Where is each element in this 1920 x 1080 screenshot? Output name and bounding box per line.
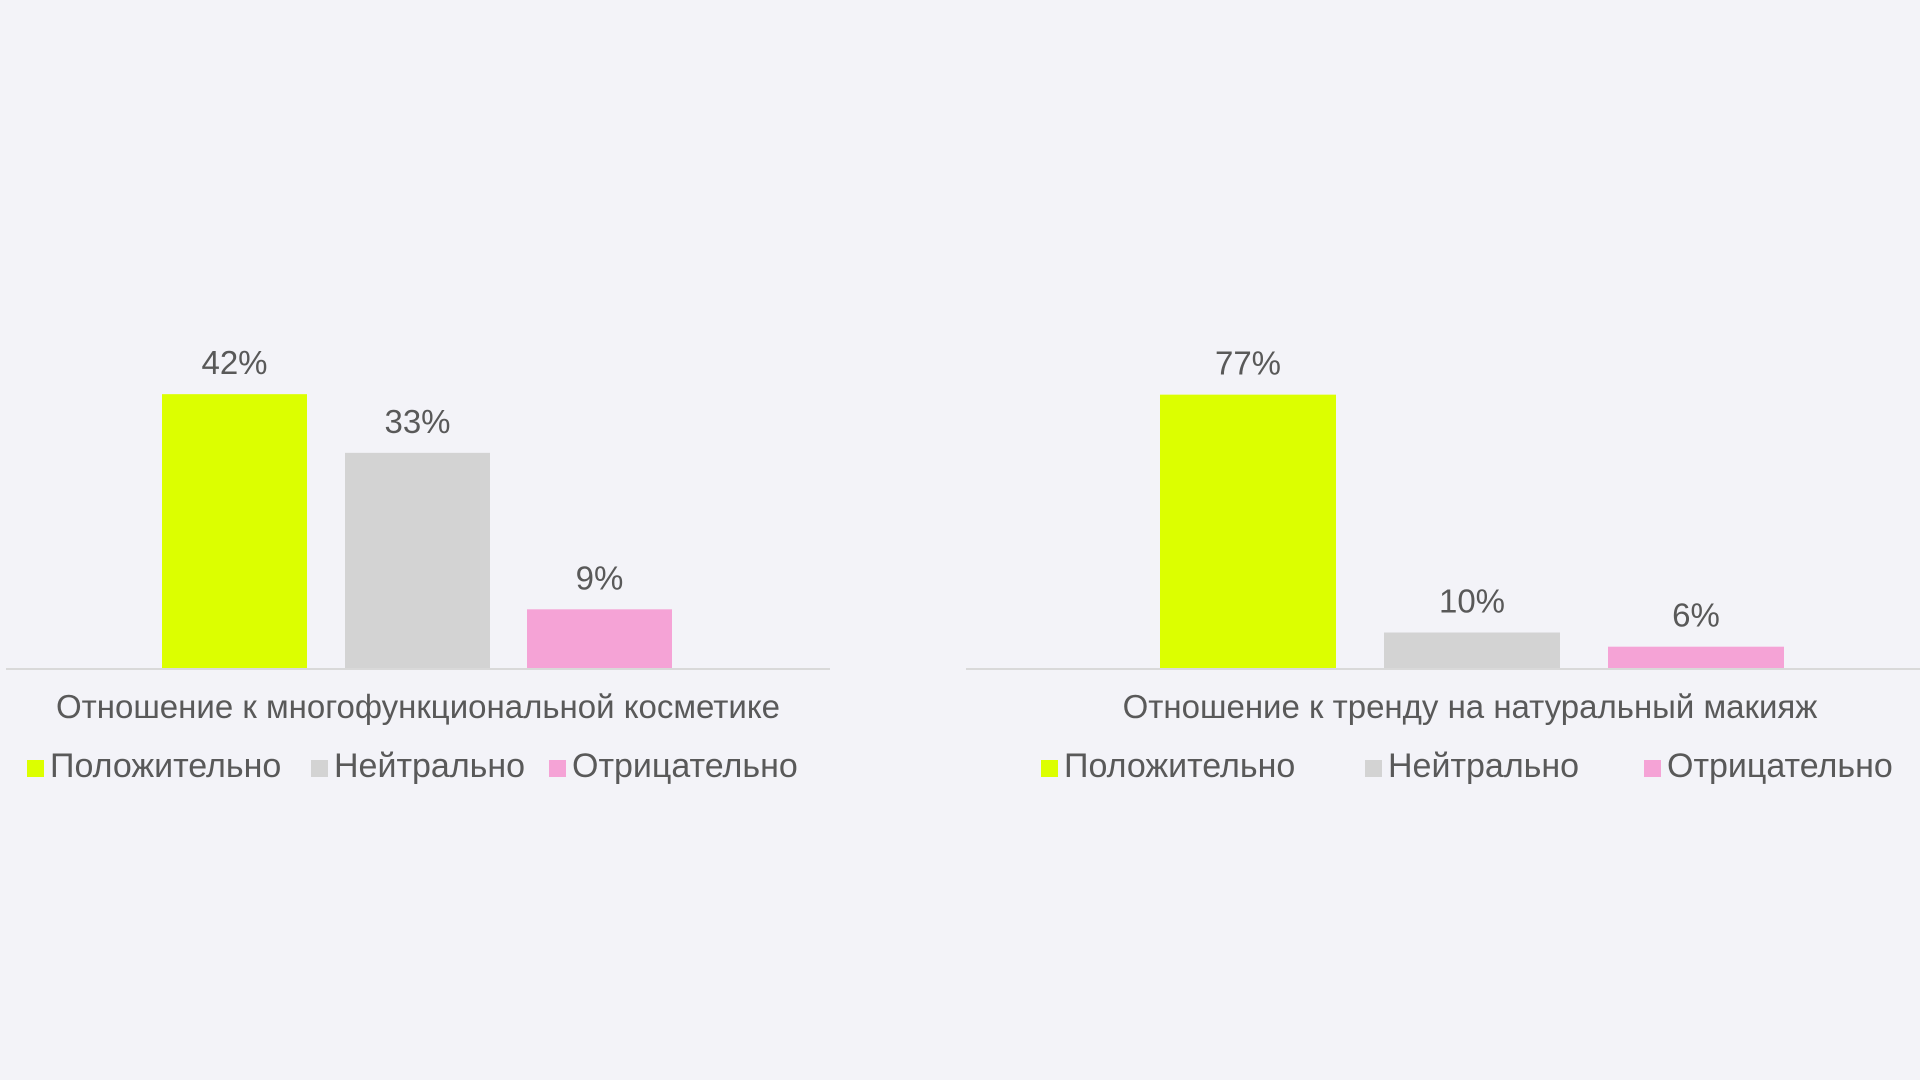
legend-swatch-2	[1644, 760, 1661, 777]
category-label: Отношение к тренду на натуральный макияж	[1123, 688, 1818, 725]
data-label-0: 77%	[1215, 345, 1281, 382]
data-label-1: 10%	[1439, 583, 1505, 620]
legend-label-1: Нейтрально	[334, 747, 525, 785]
data-label-2: 9%	[576, 559, 624, 596]
chart-multifunctional-cosmetics: 42% 33% 9% Отношение к многофункциональной …	[6, 344, 830, 785]
legend-swatch-0	[1041, 760, 1058, 777]
bar-0	[1160, 394, 1336, 668]
legend-label-1: Нейтрально	[1388, 747, 1579, 785]
legend-label-2: Отрицательно	[572, 747, 798, 785]
bar-0	[162, 394, 307, 668]
legend-label-0: Положительно	[1064, 747, 1295, 785]
data-label-1: 33%	[384, 403, 450, 440]
data-label-2: 6%	[1672, 597, 1720, 634]
legend-swatch-1	[311, 760, 328, 777]
chart-natural-makeup-trend: 77% 10% 6% Отношение к тренду на натуральны…	[966, 345, 1920, 785]
bar-1	[1384, 632, 1560, 668]
legend-swatch-0	[27, 760, 44, 777]
category-label: Отношение к многофункциональной косметик…	[56, 688, 780, 725]
legend-label-0: Положительно	[50, 747, 281, 785]
bar-2	[527, 609, 672, 668]
data-label-0: 42%	[201, 344, 267, 381]
bar-2	[1608, 646, 1784, 668]
legend-swatch-2	[549, 760, 566, 777]
legend-swatch-1	[1365, 760, 1382, 777]
bar-1	[345, 452, 490, 668]
legend-label-2: Отрицательно	[1667, 747, 1893, 785]
